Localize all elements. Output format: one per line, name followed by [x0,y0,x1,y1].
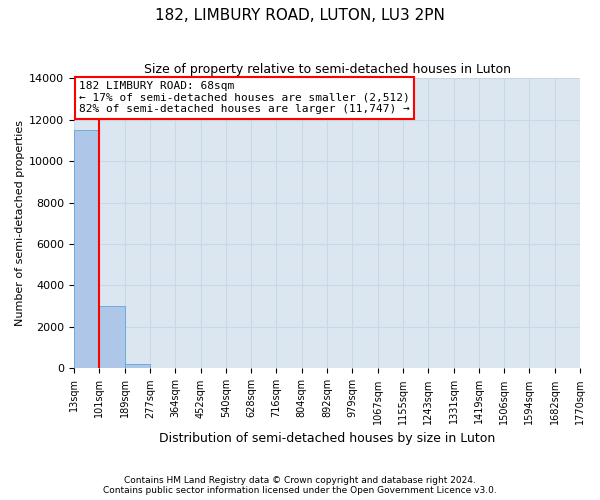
Bar [74,130,100,368]
Title: Size of property relative to semi-detached houses in Luton: Size of property relative to semi-detach… [143,62,511,76]
Bar [125,364,150,368]
Text: Contains HM Land Registry data © Crown copyright and database right 2024.
Contai: Contains HM Land Registry data © Crown c… [103,476,497,495]
Y-axis label: Number of semi-detached properties: Number of semi-detached properties [15,120,25,326]
X-axis label: Distribution of semi-detached houses by size in Luton: Distribution of semi-detached houses by … [159,432,495,445]
Bar [100,306,125,368]
Text: 182 LIMBURY ROAD: 68sqm
← 17% of semi-detached houses are smaller (2,512)
82% of: 182 LIMBURY ROAD: 68sqm ← 17% of semi-de… [79,81,410,114]
Text: 182, LIMBURY ROAD, LUTON, LU3 2PN: 182, LIMBURY ROAD, LUTON, LU3 2PN [155,8,445,22]
